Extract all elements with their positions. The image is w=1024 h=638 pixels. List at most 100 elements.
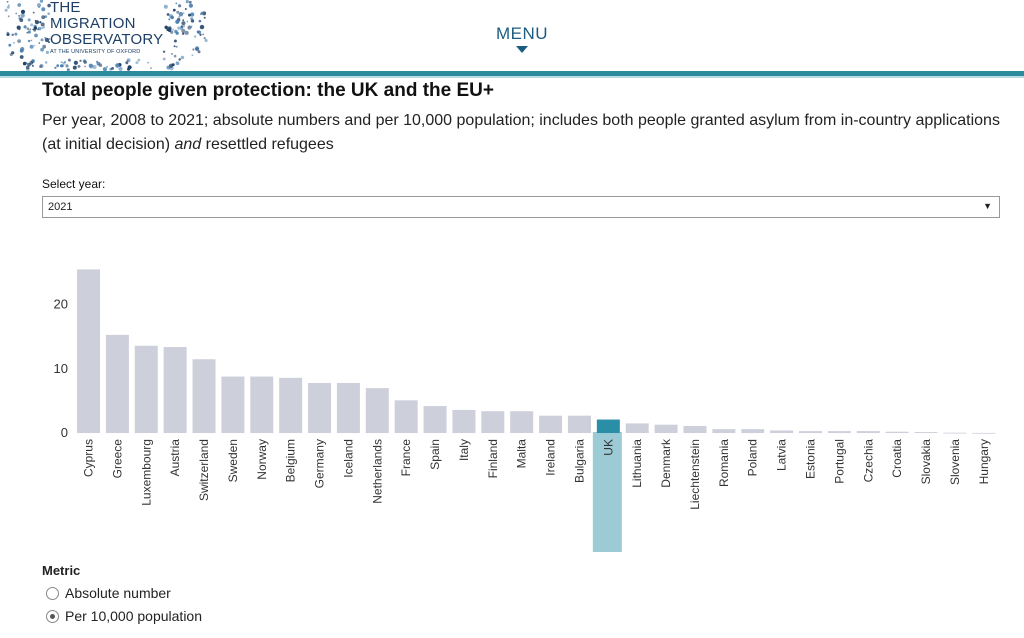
bar-luxembourg[interactable] — [134, 345, 158, 434]
logo-dot — [190, 17, 194, 21]
logo-dot — [32, 28, 35, 31]
logo-dot — [19, 18, 24, 23]
logo-dot — [60, 64, 64, 68]
year-select-label: Select year: — [42, 177, 106, 191]
logo-dot — [41, 27, 43, 29]
radio-absolute-label: Absolute number — [65, 585, 171, 601]
bar-portugal[interactable] — [827, 431, 851, 434]
logo-dot — [118, 66, 123, 71]
logo-dot — [38, 42, 41, 44]
x-tick-label: Romania — [717, 439, 731, 487]
logo-dot — [125, 61, 129, 65]
bar-poland[interactable] — [741, 429, 765, 434]
logo-dot — [6, 31, 9, 34]
x-tick-label: Liechtenstein — [688, 439, 702, 510]
year-select[interactable]: 2021 ▼ — [42, 196, 1000, 218]
radio-per-10000[interactable] — [46, 610, 59, 623]
protection-bar-chart: 0 10 20 Cyprus Greece Luxembourg Austria Switze… — [54, 269, 996, 552]
logo-dot — [167, 26, 172, 31]
bar-cyprus[interactable] — [77, 269, 100, 434]
logo-dot — [79, 59, 82, 62]
bar-france[interactable] — [394, 400, 418, 434]
logo-dot — [4, 8, 8, 12]
bar-slovenia[interactable] — [943, 432, 967, 434]
logo-dot — [42, 44, 47, 49]
x-tick-label: Czechia — [861, 439, 875, 483]
x-tick-label: Netherlands — [370, 439, 384, 504]
logo-dot — [172, 8, 176, 12]
logo-dot — [84, 65, 86, 68]
logo-text[interactable]: THE MIGRATION OBSERVATORY AT THE UNIVERS… — [50, 0, 163, 56]
bar-liechtenstein[interactable] — [683, 425, 707, 434]
logo-dot — [45, 50, 50, 55]
logo-dot — [111, 67, 114, 70]
bar-estonia[interactable] — [799, 431, 822, 434]
logo-dot — [193, 35, 197, 38]
logo-dot — [127, 65, 132, 70]
logo-dot — [170, 15, 174, 20]
logo-tagline: AT THE UNIVERSITY OF OXFORD — [50, 49, 141, 55]
chevron-down-icon — [516, 46, 528, 53]
logo-dot — [31, 64, 34, 67]
bar-finland[interactable] — [481, 411, 505, 434]
bar-italy[interactable] — [452, 409, 476, 434]
x-tick-label: Cyprus — [82, 439, 96, 477]
highlight-band — [592, 432, 622, 552]
x-tick-label: Portugal — [832, 439, 846, 484]
logo-dot — [96, 60, 99, 63]
bar-latvia[interactable] — [770, 430, 794, 434]
logo-dot — [29, 44, 34, 49]
logo-dot — [177, 26, 181, 30]
bar-slovakia[interactable] — [914, 432, 938, 434]
logo-dot — [41, 15, 46, 20]
logo-dot — [54, 66, 57, 69]
logo-dot — [40, 47, 44, 52]
bar-croatia[interactable] — [885, 431, 909, 434]
logo-dot — [181, 21, 186, 26]
bar-norway[interactable] — [250, 376, 274, 434]
logo-dots-icon[interactable] — [4, 0, 210, 72]
x-tick-label: Ireland — [544, 439, 558, 476]
x-tick-label: Hungary — [977, 439, 991, 484]
bar-austria[interactable] — [163, 347, 187, 434]
bar-romania[interactable] — [712, 429, 736, 434]
logo-dot — [16, 25, 21, 30]
logo-dot — [18, 14, 21, 17]
bar-uk[interactable] — [596, 419, 620, 434]
bar-netherlands[interactable] — [365, 388, 389, 434]
logo-dot — [180, 25, 183, 28]
radio-absolute[interactable] — [46, 587, 59, 600]
bar-ireland[interactable] — [539, 415, 563, 434]
logo-dot — [45, 61, 48, 64]
bar-hungary[interactable] — [972, 432, 996, 434]
x-tick-label: Switzerland — [197, 439, 211, 501]
logo-dot — [163, 4, 168, 9]
logo-dot — [11, 33, 14, 36]
logo-dot — [30, 23, 34, 27]
logo-dot — [60, 61, 63, 64]
logo-dot — [30, 39, 33, 42]
bar-greece[interactable] — [105, 334, 129, 434]
bar-belgium[interactable] — [279, 377, 303, 434]
bar-lithuania[interactable] — [625, 423, 649, 434]
bar-germany[interactable] — [308, 382, 332, 434]
logo-dot — [202, 33, 205, 36]
bar-spain[interactable] — [423, 406, 447, 434]
header-divider — [0, 71, 1024, 76]
bar-malta[interactable] — [510, 411, 534, 434]
bar-denmark[interactable] — [654, 424, 678, 434]
bar-czechia[interactable] — [856, 431, 880, 434]
bar-switzerland[interactable] — [192, 359, 216, 434]
bar-bulgaria[interactable] — [567, 415, 591, 434]
logo-dot — [27, 30, 31, 34]
logo-dot — [191, 54, 194, 56]
menu-button[interactable]: MENU — [494, 24, 550, 53]
logo-dot — [199, 33, 202, 36]
x-tick-label: Lithuania — [630, 439, 644, 488]
logo-dot — [201, 12, 204, 15]
bar-iceland[interactable] — [336, 382, 360, 434]
logo-dot — [192, 48, 195, 51]
bar-sweden[interactable] — [221, 376, 245, 434]
logo-dot — [47, 12, 50, 15]
logo-dot — [188, 13, 191, 17]
